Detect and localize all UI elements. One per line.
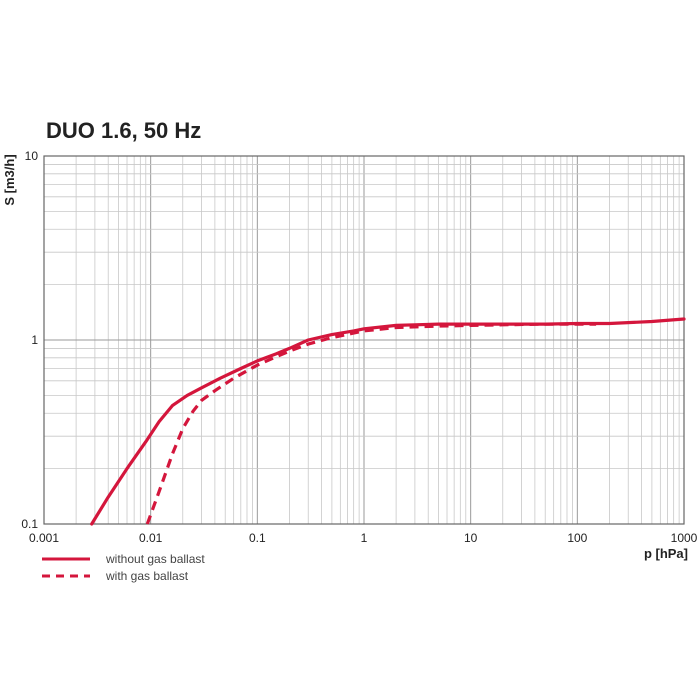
x-tick-label: 0.001 (29, 531, 59, 545)
series-lines (90, 317, 686, 526)
y-tick-label: 1 (31, 333, 38, 347)
series-line-with-gas-ballast (145, 322, 597, 525)
x-tick-label: 1000 (671, 531, 698, 545)
legend-label: with gas ballast (105, 569, 189, 583)
legend-label: without gas ballast (105, 552, 205, 566)
x-tick-label: 10 (464, 531, 478, 545)
y-axis-title: S [m3/h] (2, 154, 17, 205)
plot-frame (43, 155, 685, 525)
y-tick-label: 10 (25, 149, 39, 163)
x-tick-label: 1 (361, 531, 368, 545)
tick-labels: 0.001 0.01 0.1 1 10 100 1000 0.1 1 10 (21, 149, 697, 545)
x-tick-label: 100 (567, 531, 587, 545)
grid (43, 155, 685, 525)
legend: without gas ballast with gas ballast (42, 552, 205, 583)
y-tick-label: 0.1 (21, 517, 38, 531)
x-tick-label: 0.1 (249, 531, 266, 545)
chart-title: DUO 1.6, 50 Hz (46, 118, 201, 143)
x-tick-label: 0.01 (139, 531, 163, 545)
x-axis-title: p [hPa] (644, 546, 688, 561)
